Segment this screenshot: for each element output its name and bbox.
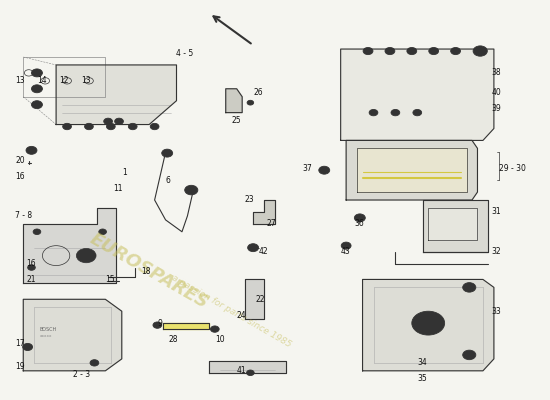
Circle shape <box>385 48 395 55</box>
Text: 23: 23 <box>245 196 255 204</box>
Circle shape <box>31 69 42 77</box>
Polygon shape <box>357 148 466 192</box>
Circle shape <box>99 229 107 234</box>
Circle shape <box>363 48 373 55</box>
Circle shape <box>429 48 438 55</box>
Circle shape <box>211 326 219 332</box>
Circle shape <box>33 229 41 234</box>
Circle shape <box>128 123 137 130</box>
Circle shape <box>473 46 487 56</box>
Circle shape <box>354 214 365 222</box>
Polygon shape <box>340 49 494 140</box>
Text: 24: 24 <box>236 311 246 320</box>
Circle shape <box>247 100 254 105</box>
Circle shape <box>246 370 254 376</box>
Circle shape <box>153 322 162 328</box>
Circle shape <box>463 283 476 292</box>
Circle shape <box>341 242 351 249</box>
Text: 42: 42 <box>258 247 268 256</box>
Text: 25: 25 <box>231 116 241 125</box>
Text: 27: 27 <box>267 219 277 228</box>
Text: 13: 13 <box>15 76 25 85</box>
Circle shape <box>85 123 94 130</box>
Circle shape <box>31 85 42 93</box>
Circle shape <box>28 265 35 270</box>
Text: 26: 26 <box>253 88 263 97</box>
Text: 28: 28 <box>168 334 178 344</box>
Text: 1: 1 <box>122 168 126 177</box>
Text: 22: 22 <box>256 295 265 304</box>
Circle shape <box>107 123 115 130</box>
Polygon shape <box>23 299 122 371</box>
Text: 19: 19 <box>15 362 25 371</box>
Text: 39: 39 <box>491 104 501 113</box>
Circle shape <box>26 146 37 154</box>
Text: 9: 9 <box>157 319 162 328</box>
Circle shape <box>413 110 422 116</box>
Circle shape <box>407 48 417 55</box>
Circle shape <box>104 118 113 124</box>
Polygon shape <box>163 323 210 329</box>
Text: EUROSPARES: EUROSPARES <box>87 230 212 313</box>
Polygon shape <box>210 361 286 373</box>
Circle shape <box>369 110 378 116</box>
Text: xxxxx: xxxxx <box>40 334 52 338</box>
Text: 35: 35 <box>417 374 427 383</box>
Text: 21: 21 <box>26 275 36 284</box>
Circle shape <box>248 244 258 252</box>
Circle shape <box>76 248 96 263</box>
Text: 18: 18 <box>141 267 151 276</box>
Text: 37: 37 <box>302 164 312 173</box>
Text: 41: 41 <box>236 366 246 375</box>
Polygon shape <box>56 65 177 124</box>
Text: 20: 20 <box>15 156 25 165</box>
Text: 13: 13 <box>81 76 90 85</box>
Text: 40: 40 <box>491 88 501 97</box>
Circle shape <box>63 123 72 130</box>
Circle shape <box>463 350 476 360</box>
Polygon shape <box>245 280 264 319</box>
Circle shape <box>90 360 99 366</box>
Circle shape <box>185 185 198 195</box>
Text: 12: 12 <box>59 76 68 85</box>
Circle shape <box>450 48 460 55</box>
Text: 10: 10 <box>215 334 224 344</box>
Text: 17: 17 <box>15 338 25 348</box>
Circle shape <box>114 118 123 124</box>
Text: 29 - 30: 29 - 30 <box>499 164 526 173</box>
Circle shape <box>412 311 444 335</box>
Text: 7 - 8: 7 - 8 <box>15 211 32 220</box>
Text: 33: 33 <box>491 307 501 316</box>
Text: 6: 6 <box>166 176 170 185</box>
Text: 43: 43 <box>340 247 350 256</box>
Text: 38: 38 <box>491 68 501 77</box>
Text: BOSCH: BOSCH <box>40 327 57 332</box>
Polygon shape <box>226 89 242 113</box>
Text: 16: 16 <box>26 259 36 268</box>
Polygon shape <box>23 208 116 284</box>
Circle shape <box>23 343 32 350</box>
Circle shape <box>319 166 329 174</box>
Text: 36: 36 <box>354 219 364 228</box>
Circle shape <box>162 149 173 157</box>
Polygon shape <box>362 280 494 371</box>
Text: 15: 15 <box>106 275 115 284</box>
Text: 11: 11 <box>113 184 123 192</box>
Text: 2 - 3: 2 - 3 <box>73 370 90 379</box>
Polygon shape <box>423 200 488 252</box>
Text: 4 - 5: 4 - 5 <box>177 48 194 58</box>
Text: 16: 16 <box>15 172 25 181</box>
Text: 31: 31 <box>491 208 501 216</box>
Text: 32: 32 <box>491 247 501 256</box>
Polygon shape <box>428 208 477 240</box>
Text: a passion for parts since 1985: a passion for parts since 1985 <box>170 273 293 349</box>
Circle shape <box>391 110 400 116</box>
Polygon shape <box>346 140 477 200</box>
Polygon shape <box>253 200 275 224</box>
Text: 14: 14 <box>37 76 47 85</box>
Text: 34: 34 <box>417 358 427 367</box>
Circle shape <box>31 101 42 109</box>
Circle shape <box>150 123 159 130</box>
